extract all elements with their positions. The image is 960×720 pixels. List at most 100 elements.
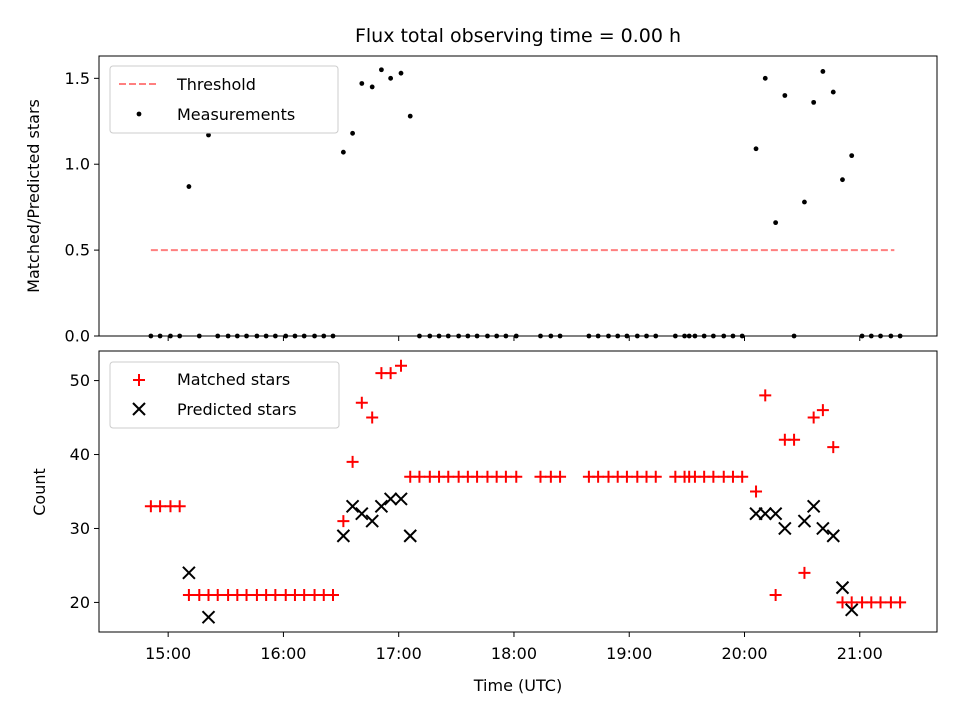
matched-star-point (510, 470, 523, 483)
matched-star-point (845, 596, 858, 609)
matched-star-point (211, 589, 224, 602)
bottom-x-tick-label: 20:00 (721, 644, 767, 663)
legend-matched-swatch (133, 374, 145, 386)
predicted-star-point (778, 521, 792, 536)
matched-star-point (499, 470, 512, 483)
bottom-y-tick-label: 20 (70, 593, 90, 612)
bottom-y-tick-label: 50 (70, 371, 90, 390)
matched-star-point (182, 589, 195, 602)
bottom-x-tick-label: 15:00 (145, 644, 191, 663)
matched-star-point (442, 470, 455, 483)
predicted-star-point (403, 529, 417, 543)
matched-star-point (298, 589, 311, 602)
measurement-point (388, 75, 394, 81)
bottom-x-axis-label: Time (UTC) (473, 676, 562, 695)
bottom-x-tick-label: 18:00 (491, 644, 537, 663)
matched-star-point (736, 470, 749, 483)
predicted-star-point (835, 580, 850, 595)
matched-star-point (554, 470, 567, 483)
matched-star-point (707, 470, 720, 483)
bottom-y-axis-label: Count (30, 468, 49, 516)
measurement-point (840, 177, 845, 183)
bottom-y-tick-label: 40 (70, 445, 90, 464)
matched-star-point (269, 589, 282, 602)
predicted-star-point (355, 506, 369, 521)
measurement-point (398, 70, 404, 76)
top-plot-frame (98, 55, 938, 337)
measurement-point (407, 113, 413, 119)
predicted-star-point (365, 514, 379, 528)
measurement-point (350, 130, 355, 136)
predicted-star-point (374, 499, 389, 513)
matched-star-point (874, 596, 887, 609)
measurement-point (849, 153, 855, 159)
measurement-point (830, 89, 836, 95)
measurement-point (753, 146, 759, 152)
predicted-star-point (383, 492, 398, 506)
matched-star-point (355, 396, 368, 409)
matched-star-point (395, 359, 408, 372)
legend-predicted-label: Predicted stars (177, 400, 297, 419)
bottom-legend-box (109, 361, 340, 429)
predicted-star-point (345, 499, 360, 513)
matched-star-point (154, 500, 167, 513)
legend-matched-label: Matched stars (177, 370, 290, 389)
predicted-star-point (806, 499, 821, 513)
measurement-point (782, 93, 788, 98)
bottom-predicted-layer (182, 492, 859, 624)
bottom-x-tick-label: 17:00 (376, 644, 422, 663)
matched-star-point (894, 596, 907, 609)
predicted-star-point (394, 492, 408, 506)
bottom-panel: 20 30 40 50 15:00 16:00 17:00 18:00 19:00 20:00 2… (30, 350, 938, 695)
matched-star-point (384, 367, 397, 380)
matched-star-point (337, 515, 350, 528)
bottom-y-axis: 20 30 40 50 (70, 371, 99, 612)
top-y-tick-label: 1.0 (65, 155, 90, 174)
measurement-point (379, 67, 384, 73)
measurement-point (820, 69, 826, 74)
top-y-tick-label: 1.5 (65, 69, 90, 88)
predicted-star-point (336, 529, 351, 543)
legend-measurements-swatch (136, 111, 142, 117)
predicted-star-point (182, 566, 196, 580)
matched-star-point (649, 470, 662, 483)
bottom-y-tick-label: 30 (70, 519, 90, 538)
top-y-tick-label: 0.5 (65, 241, 90, 260)
measurement-point (811, 99, 817, 105)
legend-predicted-swatch (132, 402, 146, 416)
bottom-x-axis: 15:00 16:00 17:00 18:00 19:00 20:00 21:00 (145, 632, 883, 663)
matched-star-point (807, 411, 820, 424)
matched-star-point (173, 500, 186, 513)
top-legend: Threshold Measurements (109, 65, 339, 134)
matched-star-point (534, 470, 547, 483)
top-panel: 0.0 0.5 1.0 1.5 Matched/Predicted stars Thr… (24, 55, 938, 346)
measurement-point (206, 132, 211, 138)
top-y-tick-label: 0.0 (65, 327, 90, 346)
matched-star-point (827, 441, 840, 454)
matched-star-point (240, 589, 253, 602)
chart-title: Flux total observing time = 0.00 h (355, 25, 681, 47)
measurement-point (802, 199, 807, 205)
predicted-star-point (758, 506, 772, 521)
matched-star-point (413, 470, 426, 483)
predicted-star-point (797, 514, 812, 528)
predicted-star-point (816, 521, 830, 536)
top-x-axis (167, 336, 861, 341)
bottom-x-tick-label: 16:00 (260, 644, 306, 663)
matched-star-point (471, 470, 484, 483)
bottom-plot-frame (98, 350, 938, 633)
matched-star-point (769, 589, 782, 602)
matched-star-point (798, 566, 811, 579)
legend-threshold-label: Threshold (176, 75, 256, 94)
matched-star-point (366, 411, 379, 424)
predicted-star-point (768, 506, 783, 521)
predicted-star-point (201, 610, 216, 624)
matched-star-point (346, 455, 359, 468)
matched-star-point (759, 389, 772, 402)
measurement-point (369, 84, 375, 90)
top-y-axis: 0.0 0.5 1.0 1.5 (65, 69, 99, 346)
predicted-star-point (826, 529, 840, 543)
measurement-point (359, 81, 365, 86)
predicted-star-point (844, 603, 859, 617)
